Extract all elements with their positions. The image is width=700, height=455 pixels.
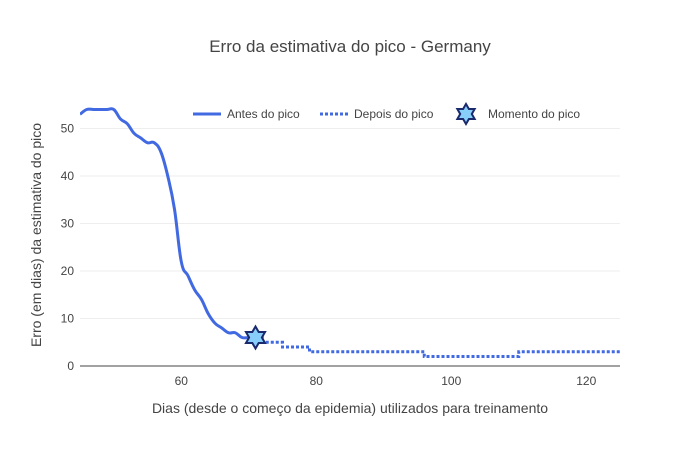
y-tick-label: 0 (67, 359, 74, 373)
y-tick-label: 40 (61, 169, 75, 183)
legend-label-depois[interactable]: Depois do pico (354, 107, 434, 121)
x-tick-label: 60 (175, 374, 189, 388)
y-tick-label: 20 (61, 264, 75, 278)
x-tick-label: 100 (441, 374, 461, 388)
legend-star-icon (455, 102, 477, 126)
y-tick-label: 30 (61, 217, 75, 231)
legend-star-shape (455, 102, 477, 126)
legend-label-antes[interactable]: Antes do pico (227, 107, 300, 121)
legend-label-momento[interactable]: Momento do pico (488, 107, 580, 121)
series-layer (80, 107, 621, 358)
y-tick-label: 10 (61, 312, 75, 326)
chart-title: Erro da estimativa do pico - Germany (209, 37, 491, 56)
y-axis-title: Erro (em dias) da estimativa do pico (28, 123, 44, 347)
x-axis-title: Dias (desde o começo da epidemia) utiliz… (152, 400, 548, 416)
series-antes-do-pico-line[interactable] (80, 107, 256, 340)
x-tick-label: 80 (310, 374, 324, 388)
y-tick-label: 50 (61, 122, 75, 136)
legend: Antes do pico Depois do pico Momento do … (193, 102, 580, 126)
series-depois-do-pico-line[interactable] (255, 336, 621, 358)
peak-moment-star-marker[interactable] (244, 324, 267, 351)
axis-layer: 0 10 20 30 40 50 60 80 100 120 (61, 122, 620, 388)
grid-layer (80, 128, 620, 319)
x-tick-label: 120 (576, 374, 596, 388)
